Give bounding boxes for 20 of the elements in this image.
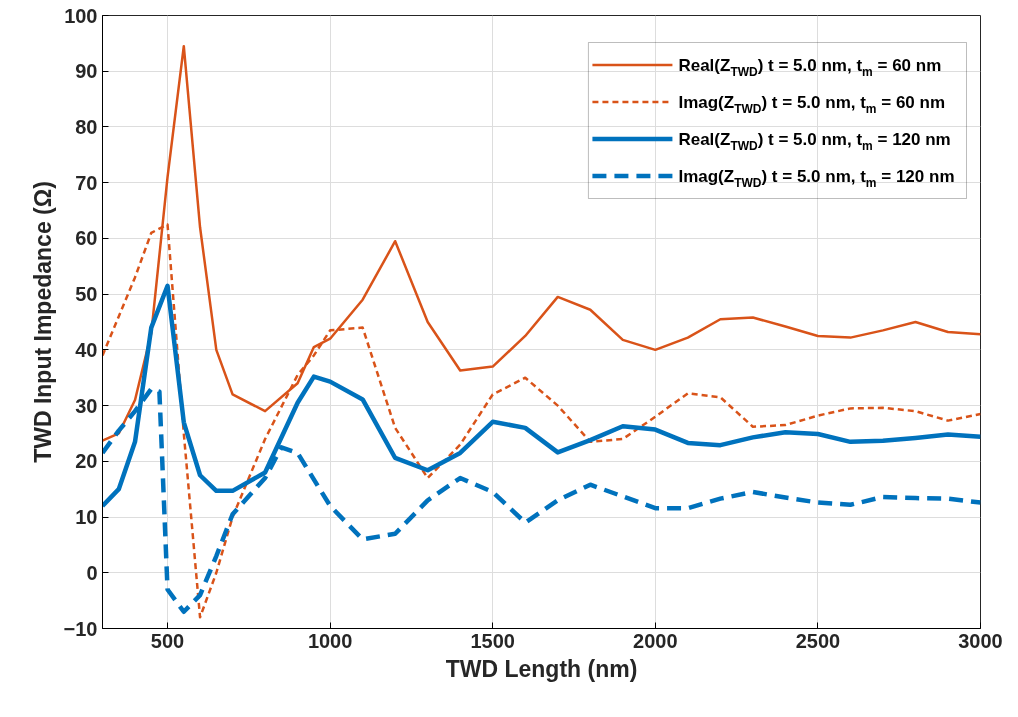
y-tick-label: 70 <box>75 171 98 194</box>
y-tick-label: 80 <box>75 115 98 138</box>
y-tick-label: 100 <box>64 4 98 27</box>
y-tick-label: 30 <box>75 394 98 417</box>
y-tick-label: 90 <box>75 60 98 83</box>
x-tick-label: 3000 <box>958 629 1003 652</box>
y-tick-label: 20 <box>75 450 98 473</box>
x-tick-label: 2500 <box>795 629 841 652</box>
x-tick-label: 1000 <box>307 629 353 652</box>
x-axis-title: TWD Length (nm) <box>445 655 638 682</box>
y-tick-label: 40 <box>75 338 98 361</box>
y-axis-title: TWD Input Impedance (Ω) <box>29 181 56 463</box>
y-tick-label: 0 <box>86 561 98 584</box>
x-tick-label: 2000 <box>633 629 678 652</box>
y-tick-label: 60 <box>75 227 98 250</box>
y-tick-label: 10 <box>75 506 98 529</box>
x-tick-label: 500 <box>150 629 185 652</box>
y-tick-label: −10 <box>63 617 98 640</box>
y-tick-label: 50 <box>75 283 98 306</box>
x-tick-label: 1500 <box>470 629 515 652</box>
